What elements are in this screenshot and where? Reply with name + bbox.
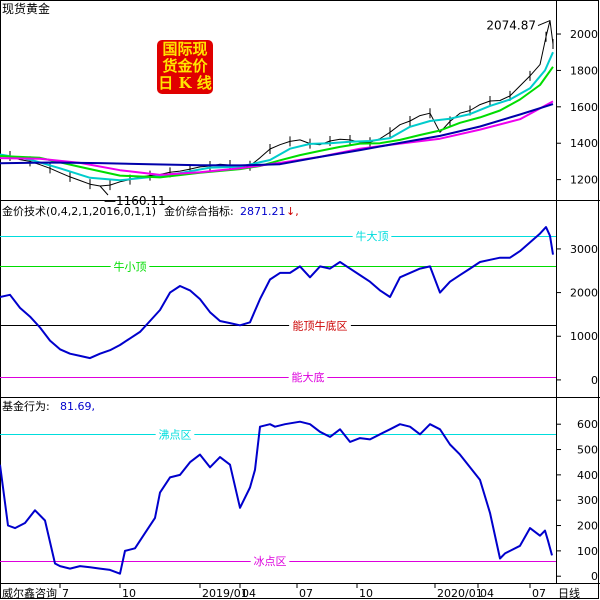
x-tick-label: 10 [359,587,373,600]
price-line [0,20,554,187]
y-tick-label: 400 [577,469,598,482]
x-tick-label: 04 [242,587,256,600]
y-tick-label: 600 [577,418,598,431]
x-tick-label: 2019/01 [202,587,248,600]
reference-line-label-bg [352,229,392,244]
y-tick-label: 2000 [570,287,598,300]
x-tick-label: 04 [480,587,494,600]
high-annotation-pointer [537,20,551,27]
footer-label: 威尔鑫咨询 [2,586,57,600]
reference-line-label-bg [289,319,351,334]
chart-badge: 国际现 货金价 日 K 线 [157,40,213,94]
y-tick-label: 500 [577,444,598,457]
panel-title: 金价技术(0,4,2,1,2016,0,1,1) [2,204,156,218]
high-annotation-label: 2074.87 [486,19,536,33]
x-tick-label: 07 [532,587,546,600]
reference-line-label: 牛小顶 [114,259,147,273]
series-line-indicator [0,420,553,575]
indicator-value: 2871.21 [240,205,286,218]
y-tick-label: 100 [577,545,598,558]
reference-line-label-bg [110,260,150,275]
reference-line-label-bg [250,555,290,569]
badge-line-2: 货金价 [162,57,208,75]
indicator-arrow: ↓, [286,205,299,218]
series-line-ma_blue [0,103,554,167]
reference-line-label-bg [288,370,328,385]
y-tick-label: 1400 [570,137,598,150]
y-tick-label: 2000 [570,28,598,41]
series-line-ma_green [0,66,554,179]
y-tick-label: 1800 [570,64,598,77]
reference-line-label: 牛大顶 [356,229,389,243]
reference-line-label: 能顶牛底区 [293,318,348,332]
low-annotation-pointer [99,185,109,196]
x-tick-label: 2020/01 [437,587,483,600]
x-tick-label: 7 [62,587,69,600]
series-line-indicator [0,226,554,360]
panel-title: 现货黄金 [2,1,50,16]
y-tick-label: 3000 [570,243,598,256]
series-line-ma_cyan [0,51,554,182]
y-tick-label: 1600 [570,101,598,114]
y-tick-label: 300 [577,494,598,507]
reference-line-label-bg [155,428,195,443]
series-line-ma_magenta [0,100,554,176]
y-tick-label: 0 [591,374,598,387]
y-tick-label: 1000 [570,330,598,343]
reference-line-label: 能大底 [292,370,325,384]
y-tick-label: 1200 [570,174,598,187]
x-tick-label: 07 [299,587,313,600]
panel-subtitle: 金价综合指标: [164,204,234,218]
indicator-value: 81.69, [60,400,95,413]
panel-title: 基金行为: [2,399,50,413]
x-axis-unit-label: 日线 [558,586,580,600]
reference-line-label: 沸点区 [159,428,192,441]
y-tick-label: 0 [591,570,598,583]
y-tick-label: 200 [577,520,598,533]
badge-line-3: 日 K 线 [158,74,212,92]
x-tick-label: 10 [122,587,136,600]
badge-line-1: 国际现 [162,40,208,58]
low-annotation-label: —1160.11 [104,194,166,208]
reference-line-label: 冰点区 [254,555,287,568]
